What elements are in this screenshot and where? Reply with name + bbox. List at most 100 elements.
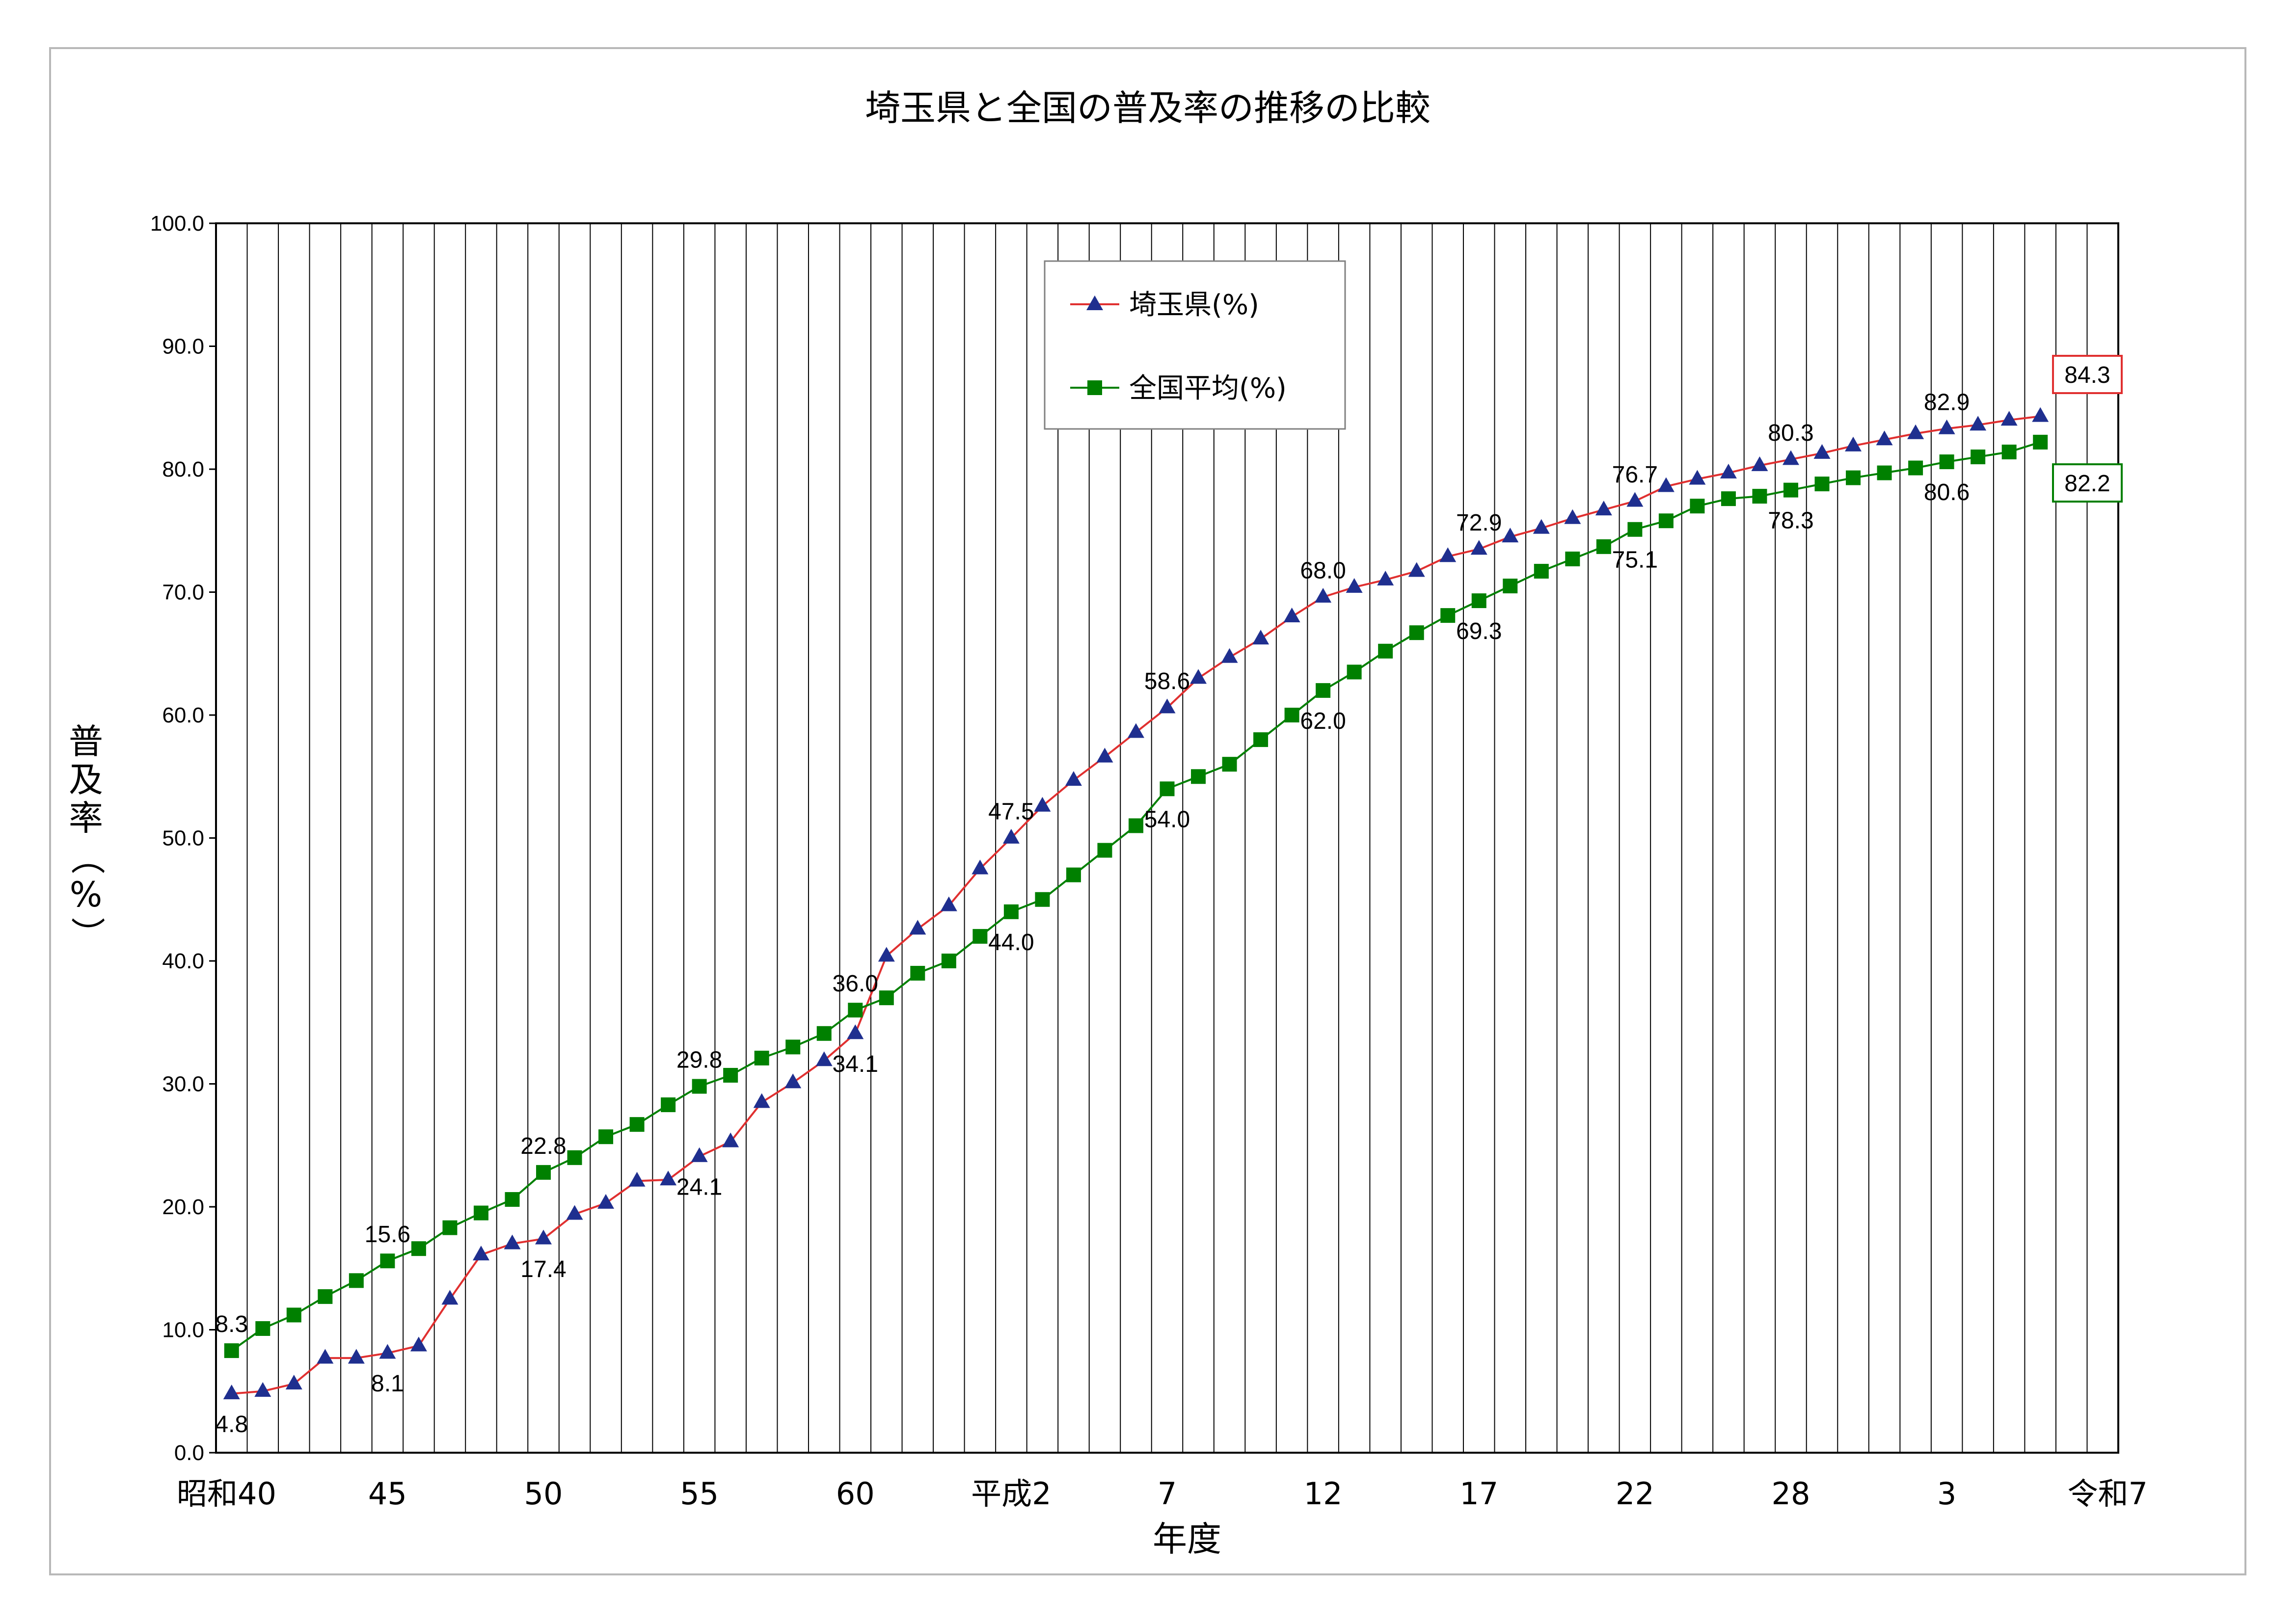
national-data-label: 36.0 (833, 971, 878, 997)
x-tick-label: 17 (1459, 1476, 1498, 1512)
national-point (1877, 465, 1892, 480)
national-point (286, 1307, 301, 1323)
saitama-point (722, 1132, 739, 1147)
saitama-data-label: 72.9 (1456, 510, 1502, 536)
saitama-point (566, 1205, 583, 1220)
saitama-point (909, 920, 926, 935)
national-point (1814, 477, 1830, 492)
national-data-label: 75.1 (1612, 547, 1658, 573)
national-point (1347, 665, 1362, 680)
y-axis-title-char: 普 (69, 721, 103, 762)
x-tick-label: 3 (1937, 1476, 1956, 1512)
national-point (848, 1003, 863, 1018)
national-point (1128, 818, 1143, 833)
national-point (1721, 491, 1736, 506)
national-point (1409, 625, 1424, 640)
vertical-grid (246, 223, 2088, 1453)
national-point (661, 1097, 676, 1113)
y-tick-label: 20.0 (162, 1195, 204, 1219)
national-data-label: 29.8 (676, 1047, 722, 1073)
national-data-label: 82.2 (2064, 471, 2110, 497)
saitama-point (1813, 444, 1831, 459)
national-point (1003, 904, 1019, 919)
x-tick-label: 60 (836, 1476, 875, 1512)
x-axis-title: 年度 (1153, 1519, 1221, 1559)
saitama-data-label: 68.0 (1300, 558, 1346, 584)
y-axis-title-char: （ (67, 840, 107, 875)
x-tick-label: 55 (680, 1476, 719, 1512)
y-axis: 0.0 10.0 20.0 30.0 40.0 50.0 60.0 70.0 80.0 90.0 1… (150, 212, 216, 1465)
national-line (231, 441, 2041, 1352)
saitama-point (285, 1375, 302, 1390)
chart-frame (49, 47, 2246, 1575)
national-point (1690, 499, 1705, 514)
saitama-point (1065, 771, 1082, 786)
data-labels: 4.8 8.1 17.4 24.1 34.1 47.5 58.6 68.0 72.9 76.7 80… (215, 355, 2123, 1437)
x-axis: 昭和40 45 50 55 60 平成2 7 12 17 22 28 3 令和7 (177, 1476, 2148, 1512)
saitama-point (1907, 424, 1924, 439)
saitama-point (784, 1073, 802, 1089)
saitama-point (1502, 528, 1519, 543)
saitama-point (1346, 578, 1363, 593)
saitama-point (2000, 411, 2018, 426)
saitama-point (1377, 570, 1394, 585)
national-point (972, 929, 988, 944)
national-point (442, 1220, 458, 1235)
saitama-point (1096, 747, 1113, 763)
national-point (473, 1205, 488, 1221)
y-tick-label: 70.0 (162, 581, 204, 605)
saitama-point (1626, 492, 1644, 507)
national-data-label: 15.6 (365, 1222, 410, 1248)
saitama-point (1595, 501, 1612, 516)
national-point (2033, 434, 2048, 450)
saitama-data-label: 8.1 (371, 1371, 404, 1397)
x-tick-label: 平成2 (971, 1476, 1051, 1512)
y-tick-label: 80.0 (162, 457, 204, 481)
legend-square-marker (1087, 380, 1102, 395)
national-data-label: 80.6 (1924, 479, 1970, 506)
y-axis-title: 普及率（%） (67, 721, 107, 951)
saitama-data-label: 58.6 (1144, 668, 1190, 694)
national-point (1097, 843, 1112, 858)
saitama-point (223, 1384, 240, 1400)
series-markers (223, 407, 2049, 1400)
national-data-label-box (2052, 463, 2123, 503)
saitama-point (753, 1093, 770, 1108)
national-data-label: 69.3 (1456, 618, 1502, 644)
national-point (1627, 522, 1643, 537)
national-point (754, 1050, 769, 1065)
x-tick-label: 22 (1616, 1476, 1654, 1512)
national-point (318, 1289, 333, 1304)
legend-label: 全国平均(%) (1129, 372, 1287, 404)
national-point (941, 954, 956, 968)
national-point (1596, 539, 1611, 554)
saitama-point (1315, 587, 1332, 603)
y-tick-label: 50.0 (162, 826, 204, 851)
legend: 埼玉県(%) 全国平均(%) (1044, 260, 1346, 430)
saitama-point (1127, 723, 1144, 738)
saitama-data-label: 84.3 (2064, 362, 2110, 388)
saitama-point (1720, 463, 1737, 479)
national-point (1471, 593, 1486, 609)
saitama-point (441, 1290, 459, 1305)
saitama-point (1221, 648, 1238, 663)
saitama-point (1845, 436, 1862, 452)
saitama-point (472, 1246, 489, 1261)
saitama-point (1689, 470, 1706, 485)
saitama-data-label: 47.5 (988, 799, 1034, 825)
national-point (1316, 683, 1331, 698)
saitama-point (504, 1234, 521, 1250)
national-data-label: 22.8 (520, 1133, 566, 1159)
national-point (1503, 578, 1518, 593)
saitama-point (410, 1336, 427, 1352)
saitama-data-label: 34.1 (833, 1051, 878, 1077)
x-tick-label: 7 (1158, 1476, 1177, 1512)
y-tick-label: 0.0 (174, 1441, 204, 1465)
saitama-point (1252, 630, 1270, 645)
national-point (1284, 708, 1299, 722)
saitama-point (1190, 669, 1207, 684)
national-point (785, 1039, 801, 1055)
saitama-point (1159, 698, 1176, 714)
saitama-point (2032, 407, 2049, 422)
national-point (692, 1079, 707, 1094)
